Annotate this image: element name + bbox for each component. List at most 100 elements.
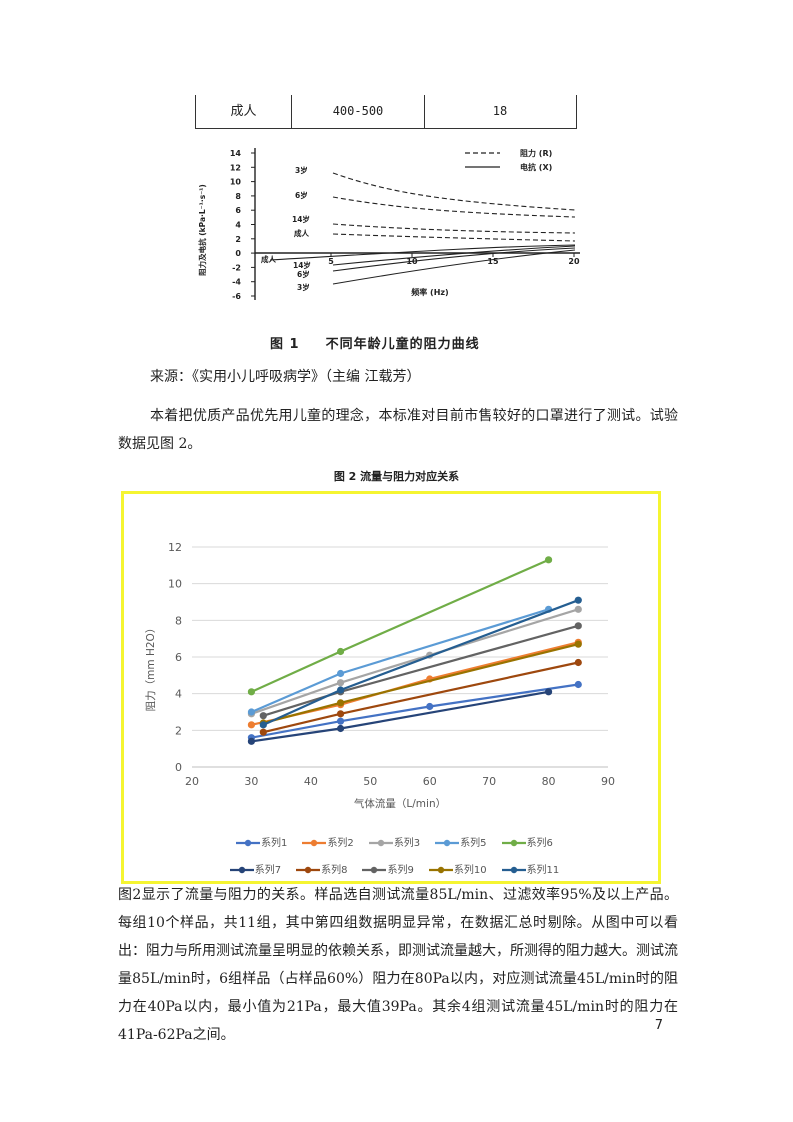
chart-data-point <box>336 669 345 678</box>
figure1-ylabel: 阻力及电抗 (kPa·L⁻¹·s⁻¹) <box>197 184 207 276</box>
chart-series-line <box>251 683 579 739</box>
table-row-adult: 成人 400-500 18 <box>195 95 577 129</box>
chart-legend-item: 系列8 <box>295 861 347 876</box>
chart-series-line <box>263 661 579 734</box>
chart-legend-swatch <box>428 866 453 874</box>
figure1-ytick-label: -4 <box>232 278 241 287</box>
chart-ytick-label: 10 <box>168 578 182 591</box>
chart-xtick-label: 70 <box>482 775 496 788</box>
chart-legend-label: 系列3 <box>393 838 421 849</box>
figure1-label-6y-r: 6岁 <box>295 190 308 200</box>
chart-data-point <box>247 721 256 729</box>
chart-ytick-label: 12 <box>168 541 182 554</box>
chart-series-line <box>251 608 579 715</box>
figure1-ytick-label: 8 <box>235 192 241 201</box>
chart-legend-item: 系列11 <box>501 861 560 876</box>
figure1-label-6y-x: 6岁 <box>297 269 310 279</box>
figure1-label-14y-r: 14岁 <box>292 214 310 224</box>
figure1-ytick-label: 4 <box>235 221 241 230</box>
chart-series-1 <box>247 680 582 742</box>
chart-legend-swatch <box>501 839 526 847</box>
chart-x-axis-label: 气体流量（L/min） <box>354 797 446 810</box>
page-number: 7 <box>654 1018 663 1033</box>
figure1-legend-r: 阻力 (R) <box>520 148 552 158</box>
chart-ytick-label: 4 <box>175 688 182 701</box>
chart-data-point <box>574 596 582 604</box>
chart-legend-item: 系列1 <box>235 834 287 849</box>
chart-legend-label: 系列1 <box>261 838 288 849</box>
chart-legend-label: 系列9 <box>387 865 414 876</box>
chart-data-point <box>574 680 582 689</box>
figure1-legend-x: 电抗 (X) <box>520 162 552 172</box>
figure1-ytick-label: 2 <box>235 235 241 244</box>
chart-legend-item: 系列2 <box>301 834 354 849</box>
paragraph-intro: 本着把优质产品优先用儿童的理念，本标准对目前市售较好的口罩进行了测试。试验数据见… <box>118 408 678 452</box>
chart-legend-swatch <box>296 866 321 874</box>
chart-legend-swatch <box>435 839 460 847</box>
chart-series-7 <box>259 658 582 736</box>
figure1-caption-text: 不同年龄儿童的阻力曲线 <box>325 337 480 352</box>
paragraph-analysis: 图2显示了流量与阻力的关系。样品选自测试流量85L/min、过滤效率95%及以上… <box>118 887 678 1043</box>
figure1-ytick-label: 14 <box>230 149 242 158</box>
chart-legend-item: 系列3 <box>368 834 420 849</box>
chart-legend-swatch <box>501 866 526 874</box>
chart-legend-label: 系列5 <box>460 838 487 849</box>
chart-xtick-label: 60 <box>423 775 437 788</box>
figure1-label-3y-x: 3岁 <box>297 282 310 292</box>
chart-xtick-label: 80 <box>542 775 556 788</box>
chart-data-point <box>574 622 582 630</box>
figure1-ytick-label: 0 <box>235 249 241 258</box>
figure1-label-adult-start: 成人 <box>261 254 276 264</box>
chart-legend-item: 系列6 <box>501 834 553 849</box>
figure1-xlabel: 频率 (Hz) <box>411 287 448 297</box>
chart-legend-label: 系列6 <box>526 838 553 849</box>
figure1-ytick-label: 6 <box>235 206 241 215</box>
chart-data-point <box>247 737 256 745</box>
chart-data-point <box>259 712 267 720</box>
chart-legend-label: 系列2 <box>327 838 354 849</box>
figure1-ytick-label: -6 <box>232 292 241 301</box>
chart-data-point <box>544 556 553 564</box>
chart-legend-label: 系列7 <box>254 865 282 876</box>
chart-series-5 <box>247 556 553 696</box>
source-line: 来源：《实用小儿呼吸病学》（主编 江载芳） <box>150 369 421 385</box>
figure1-ytick-label: 10 <box>230 178 242 187</box>
chart-series-line <box>250 558 550 693</box>
chart-legend-swatch <box>229 866 254 874</box>
chart-series-4 <box>247 605 553 716</box>
chart-series-line <box>262 624 579 717</box>
table-cell-range: 400-500 <box>292 95 425 128</box>
chart-series-line <box>263 643 579 725</box>
chart-series-10 <box>259 596 582 729</box>
chart-series-6 <box>247 688 553 745</box>
figure2-chart-box: 0 2 4 6 8 10 12 20 30 40 50 60 70 80 90 气体流量（L/min） 阻力… <box>121 491 661 884</box>
chart-legend-swatch <box>362 866 387 874</box>
chart-data-point <box>336 710 345 718</box>
chart-xtick-label: 40 <box>304 775 318 788</box>
figure1-caption: 图 1 不同年龄儿童的阻力曲线 <box>270 333 480 352</box>
chart-data-point <box>544 688 553 696</box>
chart-legend-item: 系列10 <box>428 861 487 876</box>
chart-data-point <box>574 605 582 613</box>
chart-legend-label: 系列10 <box>453 865 487 876</box>
figure2-chart: 0 2 4 6 8 10 12 20 30 40 50 60 70 80 90 气体流量（L/min） 阻力… <box>144 541 615 810</box>
chart-data-point <box>574 658 582 667</box>
figure1-caption-number: 图 1 <box>270 337 300 352</box>
chart-ytick-label: 6 <box>175 651 182 664</box>
chart-data-point <box>336 647 345 656</box>
figure2-caption: 图 2 流量与阻力对应关系 <box>333 470 460 483</box>
figure1-label-adult-r: 成人 <box>294 228 309 238</box>
chart-legend-label: 系列11 <box>526 865 560 876</box>
chart-legend-item: 系列5 <box>434 834 487 849</box>
chart-data-point <box>247 688 256 696</box>
chart-data-point <box>336 679 345 687</box>
chart-y-axis-label: 阻力（mm H2O） <box>144 623 157 712</box>
chart-legend-swatch <box>302 839 327 847</box>
chart-data-point <box>336 717 345 725</box>
chart-xtick-label: 30 <box>244 775 258 788</box>
figure1-ytick-label: -2 <box>232 263 241 272</box>
figure1-label-3y-r: 3岁 <box>295 165 308 175</box>
chart-data-point <box>574 640 582 648</box>
chart-data-point <box>336 686 345 694</box>
